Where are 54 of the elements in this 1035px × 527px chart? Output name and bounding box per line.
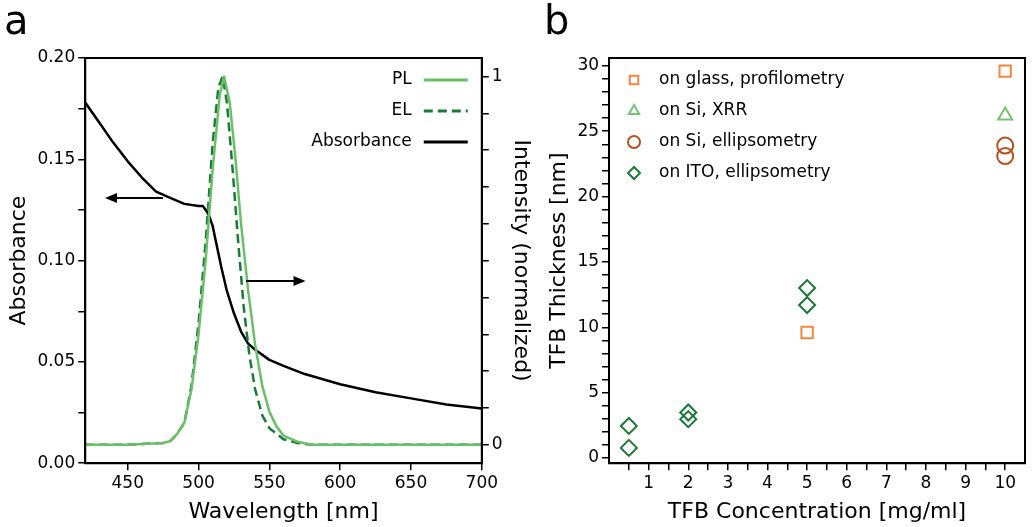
x-axis-title: TFB Concentration [mg/ml] [666,497,967,523]
x-tick-label: 650 [394,471,428,492]
y-axis-title: Absorbance [4,195,30,326]
y-tick-label: 30 [577,54,600,75]
y-axis-title: TFB Thickness [nm] [544,152,570,370]
x-tick-label: 500 [182,471,215,492]
x-tick-label: 1 [643,471,655,492]
x-tick-label: 4 [762,471,773,492]
chart-title: a [4,0,29,44]
y-tick-label: 20 [577,184,600,205]
x-tick-label: 450 [111,471,144,492]
point [679,410,698,429]
point [679,403,698,422]
x-tick-label: 600 [323,471,357,492]
x-tick-label: 5 [801,471,813,492]
legend-label: EL [391,99,413,120]
x-tick-label: 7 [880,471,892,492]
y-tick-label: 5 [588,381,600,402]
point [998,64,1012,78]
x-axis-title: Wavelength [nm] [188,497,379,523]
legend-label: on Si, XRR [659,99,748,120]
x-tick-label: 2 [682,471,694,492]
y-tick-label: 15 [577,250,600,271]
legend-label: PL [392,68,413,89]
point [996,136,1015,155]
legend-label: Absorbance [311,130,412,151]
point [619,416,638,435]
y2-axis-title: Intensity (normalized) [510,139,536,382]
point [619,438,638,457]
y-tick-label: 0.15 [37,147,76,168]
y-tick-label: 0.20 [37,46,76,67]
point [996,147,1015,166]
legend-label: on glass, profilometry [659,68,845,89]
legend-label: on ITO, ellipsometry [659,161,831,182]
x-tick-label: 10 [994,471,1017,492]
x-tick-label: 550 [253,471,286,492]
y-tick-label: 0.00 [37,451,76,472]
y-tick-label: 10 [577,315,600,336]
x-tick-label: 8 [920,471,932,492]
y2-tick-label: 1 [491,64,503,85]
x-tick-label: 9 [960,471,971,492]
point [798,296,817,315]
y-tick-label: 25 [577,119,600,140]
y-tick-label: 0.05 [37,350,76,371]
x-tick-label: 3 [722,471,734,492]
y-tick-label: 0.10 [37,249,76,270]
chart-title: b [544,0,570,44]
y-tick-label: 0 [588,446,600,467]
x-tick-label: 6 [841,471,853,492]
legend-label: on Si, ellipsometry [659,130,818,151]
x-tick-label: 700 [465,471,499,492]
point [800,325,814,340]
point [798,279,817,298]
y2-tick-label: 0 [491,433,503,454]
